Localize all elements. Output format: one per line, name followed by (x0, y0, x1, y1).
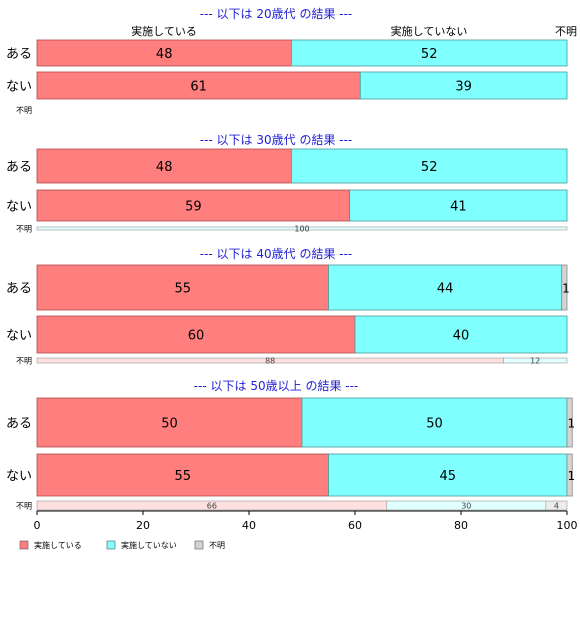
bar-segment (36, 397, 303, 448)
segment-value-label: 52 (421, 160, 438, 175)
segment-value-label: 4 (554, 502, 559, 511)
bar-segment (328, 264, 563, 311)
segment-value-label: 41 (450, 200, 467, 215)
row-label: 不明 (16, 106, 32, 115)
column-header-done: 実施している (131, 24, 197, 38)
row-label: ない (6, 329, 32, 344)
x-tick-label: 60 (348, 519, 362, 532)
legend-swatch (19, 540, 29, 550)
bar-segment (36, 39, 292, 67)
bar-segment (349, 189, 568, 222)
segment-value-label: 1 (567, 469, 575, 483)
x-tick-label: 80 (454, 519, 468, 532)
row-label: 不明 (16, 225, 32, 234)
bar-segment (566, 397, 573, 448)
x-tick-label: 20 (136, 519, 150, 532)
legend-swatch (106, 540, 116, 550)
x-tick-label: 40 (242, 519, 256, 532)
segment-value-label: 66 (207, 502, 217, 511)
x-tick-label: 0 (34, 519, 41, 532)
bar-segment (301, 397, 568, 448)
segment-value-label: 55 (174, 282, 191, 297)
legend-label: 実施していない (121, 540, 177, 550)
legend-label: 実施している (34, 540, 82, 550)
segment-value-label: 39 (455, 80, 472, 95)
segment-value-label: 61 (190, 80, 207, 95)
bar-segment (36, 315, 356, 354)
segment-value-label: 100 (294, 225, 309, 234)
segment-value-label: 44 (437, 282, 454, 297)
segment-value-label: 59 (185, 200, 202, 215)
bar-segment (290, 148, 568, 184)
bar-segment (561, 264, 568, 311)
panel-title: --- 以下は 30歳代 の結果 --- (200, 133, 353, 147)
segment-value-label: 52 (421, 47, 438, 62)
bar-segment (36, 71, 361, 100)
legend-label: 不明 (209, 541, 225, 550)
segment-value-label: 55 (174, 469, 191, 484)
segment-value-label: 50 (426, 417, 443, 432)
segment-value-label: 30 (461, 502, 471, 511)
bar-segment (36, 189, 351, 222)
row-label: ない (6, 200, 32, 215)
segment-value-label: 1 (562, 282, 570, 296)
bar-segment (354, 315, 568, 354)
segment-value-label: 12 (530, 357, 540, 366)
bar-segment (36, 264, 329, 311)
segment-value-label: 88 (265, 357, 275, 366)
bar-segment (545, 500, 568, 511)
row-label: ない (6, 80, 32, 95)
bar-segment (566, 453, 573, 497)
segment-value-label: 1 (567, 417, 575, 431)
bar-segment (36, 148, 292, 184)
segment-value-label: 40 (453, 329, 470, 344)
segment-value-label: 60 (188, 329, 205, 344)
row-label: ある (6, 160, 32, 175)
row-label: ある (6, 47, 32, 62)
row-label: ある (6, 417, 32, 432)
x-tick-label: 100 (557, 519, 578, 532)
bar-segment (290, 39, 568, 67)
row-label: ある (6, 282, 32, 297)
panel-title: --- 以下は 50歳以上 の結果 --- (194, 379, 359, 393)
bar-segment (503, 357, 568, 364)
row-label: 不明 (16, 502, 32, 511)
bar-segment (359, 71, 568, 100)
row-label: ない (6, 469, 32, 484)
bar-segment (36, 453, 329, 497)
segment-value-label: 48 (156, 160, 173, 175)
panel-title: --- 以下は 20歳代 の結果 --- (200, 7, 353, 21)
segment-value-label: 45 (439, 469, 456, 484)
segment-value-label: 48 (156, 47, 173, 62)
bar-segment (36, 226, 568, 231)
segment-value-label: 50 (161, 417, 178, 432)
row-label: 不明 (16, 357, 32, 366)
column-header-unknown: 不明 (555, 25, 577, 38)
panel-title: --- 以下は 40歳代 の結果 --- (200, 247, 353, 261)
legend-swatch (194, 540, 204, 550)
column-header-not-done: 実施していない (391, 24, 468, 38)
